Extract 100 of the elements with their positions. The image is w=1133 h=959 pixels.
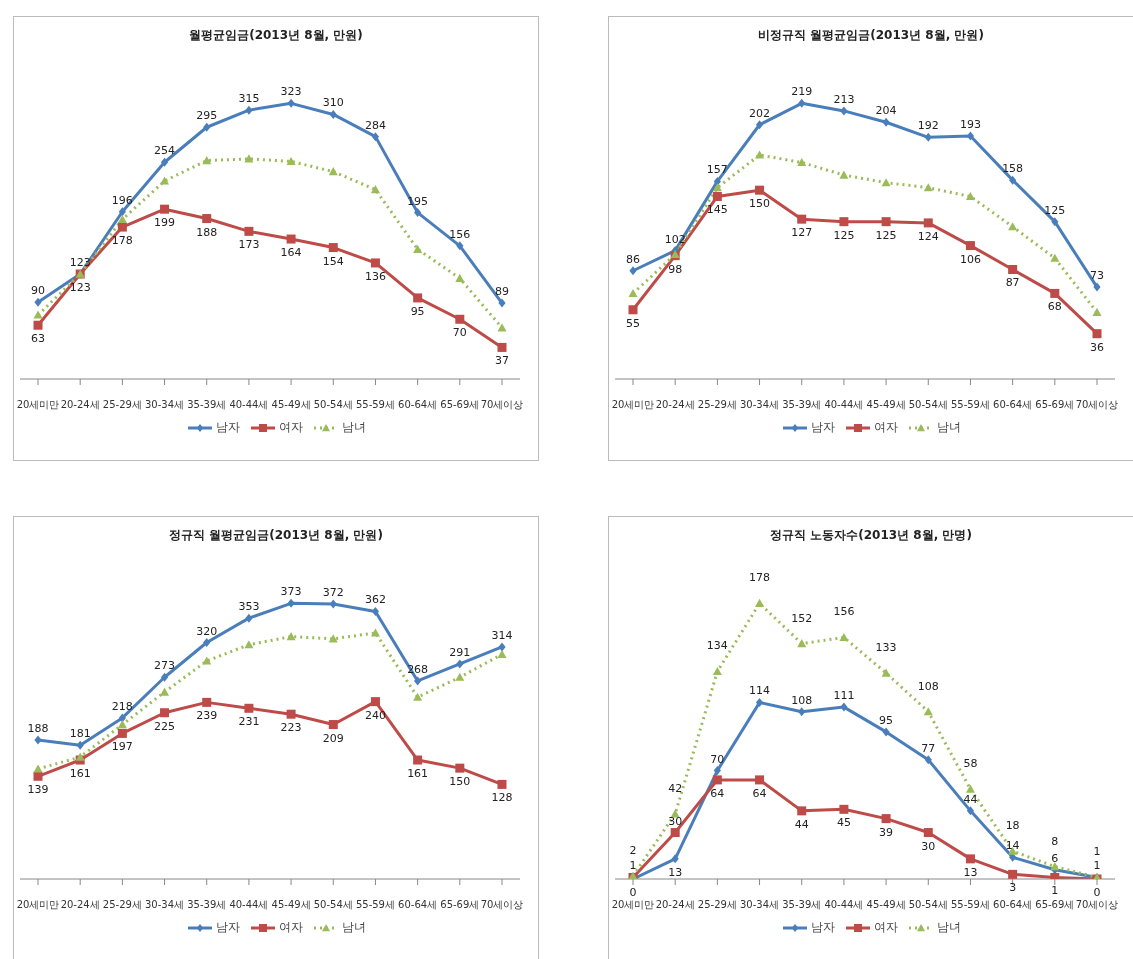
x-tick-label: 20세미만 <box>16 899 60 911</box>
legend-label: 남자 <box>809 919 835 936</box>
point <box>497 779 507 789</box>
point <box>839 170 849 179</box>
data-label: 372 <box>322 586 344 600</box>
point <box>160 176 170 185</box>
point <box>498 642 506 652</box>
data-label: 373 <box>280 585 302 599</box>
x-tick-label: 45-49세 <box>271 899 311 911</box>
point <box>965 191 975 201</box>
point <box>1050 253 1060 262</box>
point <box>202 656 212 665</box>
point <box>244 154 254 163</box>
point <box>497 649 507 658</box>
point <box>882 117 890 127</box>
point <box>498 298 506 308</box>
data-label: 125 <box>1044 203 1066 217</box>
point <box>839 804 849 814</box>
legend-label: 여자 <box>277 419 303 436</box>
point <box>712 191 722 201</box>
x-tick-label: 70세이상 <box>480 399 524 411</box>
point <box>370 628 380 637</box>
data-label: 87 <box>1005 276 1020 290</box>
point <box>370 185 380 194</box>
data-label: 164 <box>280 246 302 260</box>
x-tick-label: 20세미만 <box>611 899 655 911</box>
data-label: 2 <box>629 843 637 857</box>
point <box>797 214 807 224</box>
data-label: 254 <box>154 144 176 158</box>
data-label: 239 <box>196 709 218 723</box>
legend-label: 여자 <box>872 919 898 936</box>
x-tick-label: 55-59세 <box>950 399 990 411</box>
data-label: 178 <box>749 571 771 585</box>
x-tick-label: 30-34세 <box>740 399 780 411</box>
data-label: 213 <box>833 92 855 106</box>
point <box>1092 307 1102 316</box>
data-label: 139 <box>27 783 49 797</box>
point <box>923 218 933 228</box>
point <box>798 98 806 108</box>
x-tick-label: 60-64세 <box>398 399 438 411</box>
point <box>965 854 975 864</box>
x-tick-label: 50-54세 <box>313 899 353 911</box>
data-label: 13 <box>963 865 978 879</box>
point <box>286 709 296 719</box>
point <box>413 244 423 253</box>
point <box>881 178 891 187</box>
point <box>755 697 764 707</box>
data-label: 161 <box>407 767 429 781</box>
data-label: 1 <box>1051 884 1059 898</box>
x-tick-label: 35-39세 <box>782 899 822 911</box>
data-label: 284 <box>364 118 386 132</box>
x-tick-label: 65-69세 <box>1035 899 1075 911</box>
data-label: 154 <box>322 254 344 268</box>
data-label: 225 <box>154 719 176 733</box>
point <box>1050 862 1060 871</box>
data-label: 199 <box>154 216 176 230</box>
point <box>202 156 212 165</box>
data-label: 64 <box>710 786 725 800</box>
data-label: 178 <box>111 234 133 248</box>
x-tick-label: 40-44세 <box>824 899 864 911</box>
data-label: 204 <box>875 104 897 118</box>
point <box>712 775 722 785</box>
data-label: 152 <box>791 611 813 625</box>
point <box>797 806 807 816</box>
point <box>414 208 422 218</box>
point <box>245 105 253 115</box>
point <box>413 692 423 701</box>
x-tick-label: 40-44세 <box>229 899 269 911</box>
data-label: 1 <box>629 859 637 873</box>
data-label: 6 <box>1051 851 1059 865</box>
data-label: 55 <box>626 316 640 330</box>
point <box>797 639 807 648</box>
x-tick-label: 65-69세 <box>440 399 480 411</box>
point <box>965 784 975 793</box>
data-label: 218 <box>111 699 133 713</box>
point <box>881 668 891 677</box>
point <box>414 676 422 686</box>
x-tick-label: 35-39세 <box>782 399 822 411</box>
point <box>286 156 296 165</box>
data-label: 0 <box>1093 886 1101 899</box>
legend-label: 남자 <box>214 919 240 936</box>
point <box>370 697 380 707</box>
data-label: 158 <box>1002 162 1024 176</box>
point <box>712 183 722 192</box>
data-label: 320 <box>196 624 218 638</box>
point <box>965 241 975 251</box>
point <box>755 598 765 607</box>
data-label: 44 <box>963 792 978 806</box>
x-tick-label: 40-44세 <box>229 399 269 411</box>
point <box>755 150 765 159</box>
data-label: 188 <box>27 722 49 736</box>
point <box>923 828 933 838</box>
point <box>160 672 169 682</box>
x-tick-label: 30-34세 <box>145 399 185 411</box>
point <box>33 771 43 781</box>
data-label: 273 <box>154 659 176 673</box>
data-label: 1 <box>1093 845 1101 859</box>
data-label: 150 <box>749 197 771 211</box>
x-tick-label: 60-64세 <box>398 899 438 911</box>
point <box>33 310 43 319</box>
